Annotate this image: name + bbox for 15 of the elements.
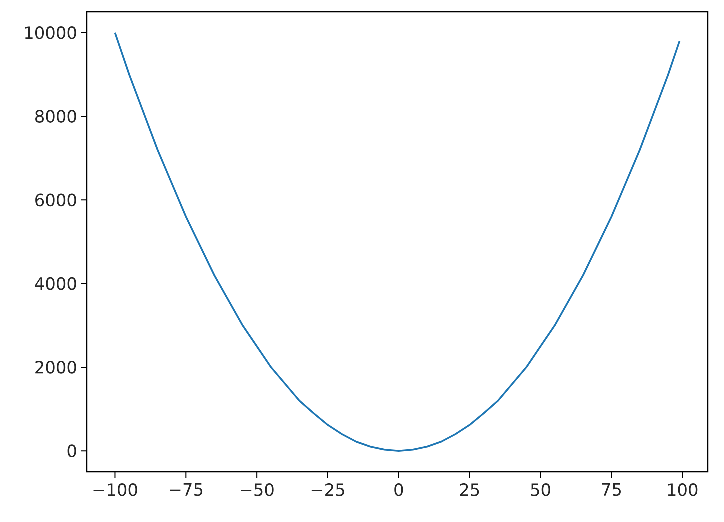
x-tick-label: −100 xyxy=(94,484,138,496)
x-tick-label: 25 xyxy=(460,484,480,496)
x-tick-label: −25 xyxy=(312,484,344,496)
y-tick-label: 10000 xyxy=(25,26,76,40)
y-tick-label: 4000 xyxy=(35,277,76,290)
x-tick-label: 75 xyxy=(602,484,621,496)
y-tick-label: 8000 xyxy=(36,110,76,123)
x-tick-label: 0 xyxy=(394,484,404,496)
x-tick-label: −50 xyxy=(241,484,274,496)
x-tick-label: −75 xyxy=(170,484,203,496)
y-tick-label: 6000 xyxy=(36,194,76,207)
x-tick-label: 100 xyxy=(668,484,698,496)
y-tick-label: 2000 xyxy=(36,361,76,374)
y-tick-label: 0 xyxy=(68,444,76,458)
x-tick-label: 50 xyxy=(531,484,550,496)
